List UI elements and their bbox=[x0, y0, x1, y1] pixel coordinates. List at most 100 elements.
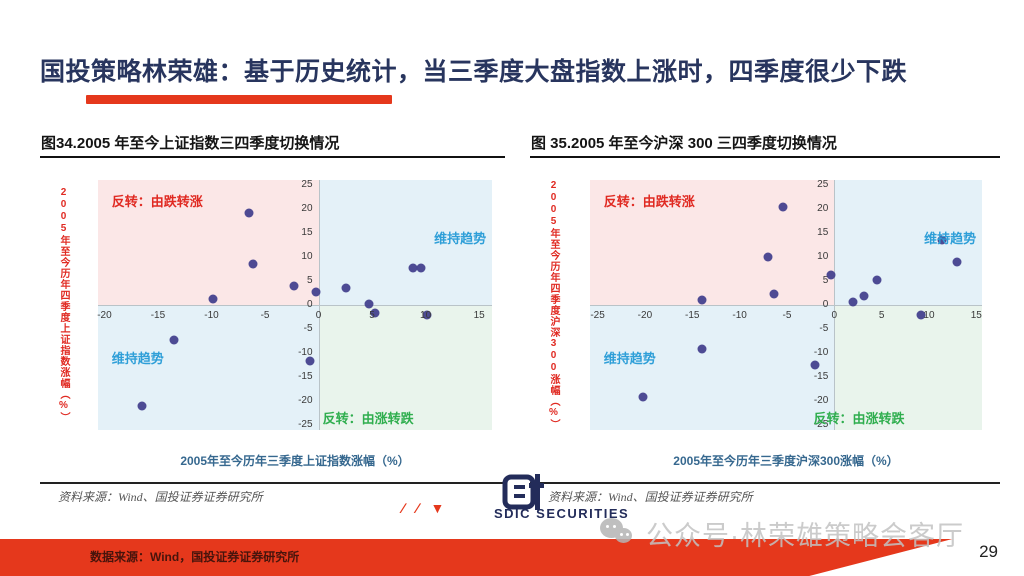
x-tick-label: -15 bbox=[150, 310, 166, 321]
y-tick-label: 25 bbox=[817, 178, 829, 190]
quadrant-top-right bbox=[834, 180, 982, 305]
y-tick-label: -10 bbox=[298, 347, 313, 359]
data-point bbox=[697, 344, 707, 354]
y-tick-label: -20 bbox=[298, 395, 313, 407]
x-tick-label: 0 bbox=[831, 310, 838, 321]
data-point bbox=[416, 263, 426, 273]
sdic-emblem-icon bbox=[502, 474, 544, 510]
data-point bbox=[208, 294, 218, 304]
logo-arrow-marks-icon: ∕ ∕ ▼ bbox=[402, 500, 449, 516]
sdic-logo: ∕ ∕ ▼ SDIC SECURITIES bbox=[402, 474, 652, 538]
quadrant-top-left bbox=[98, 180, 319, 305]
quadrant-label-maintain-down: 维持趋势 bbox=[603, 350, 656, 366]
figure-title: 图34.2005 年至今上证指数三四季度切换情况 bbox=[41, 135, 340, 152]
footer-banner: 数据来源：Wind，国投证券证券研究所 bbox=[0, 539, 953, 576]
x-tick-label: -10 bbox=[204, 310, 219, 321]
footer-data-source: 数据来源：Wind，国投证券证券研究所 bbox=[90, 550, 300, 564]
figure-title: 图 35.2005 年至今沪深 300 三四季度切换情况 bbox=[531, 135, 837, 152]
x-tick-label: 10 bbox=[420, 310, 432, 321]
chart-panel-csi300: 图 35.2005 年至今沪深 300 三四季度切换情况 2005年至今历年四季… bbox=[530, 126, 1000, 516]
quadrant-label-reversal-down: 反转：由涨转跌 bbox=[322, 410, 414, 426]
data-point bbox=[341, 283, 351, 293]
watermark-text: 公众号·林荣雄策略会客厅 bbox=[646, 521, 964, 551]
y-axis-label: 2005年至今历年四季度沪深300涨幅（%） bbox=[548, 180, 559, 430]
y-tick-label: -25 bbox=[298, 419, 313, 431]
y-axis-label: 2005年至今历年四季度上证指数涨幅（%） bbox=[58, 187, 69, 423]
y-tick-label: 5 bbox=[306, 274, 313, 286]
x-tick-label: -5 bbox=[260, 310, 270, 321]
quadrant-label-maintain-down: 维持趋势 bbox=[111, 350, 164, 366]
data-point bbox=[408, 263, 418, 272]
y-tick-label: 20 bbox=[301, 202, 313, 214]
x-tick-label: 5 bbox=[369, 310, 375, 321]
quadrant-top-left bbox=[590, 180, 835, 305]
page-title: 国投策略林荣雄：基于历史统计，当三季度大盘指数上涨时，四季度很少下跌 bbox=[40, 58, 908, 86]
x-tick-label: 15 bbox=[970, 310, 982, 321]
source-rule bbox=[530, 482, 1000, 484]
y-tick-label: 20 bbox=[817, 202, 829, 214]
chart-panel-shanghai-composite: 图34.2005 年至今上证指数三四季度切换情况 2005年至今历年四季度上证指… bbox=[40, 126, 505, 516]
source-note: 资料来源：Wind、国投证券证券研究所 bbox=[58, 490, 263, 504]
x-tick-label: -20 bbox=[637, 310, 653, 321]
data-point bbox=[952, 257, 962, 267]
data-point bbox=[848, 297, 858, 307]
source-note: 资料来源：Wind、国投证券证券研究所 bbox=[548, 490, 753, 504]
page-number: 29 bbox=[979, 542, 998, 561]
quadrant-label-reversal-down: 反转：由涨转跌 bbox=[813, 410, 905, 426]
x-axis-label: 2005年至今历年三季度上证指数涨幅（%） bbox=[180, 454, 410, 468]
data-point bbox=[289, 281, 299, 291]
data-point bbox=[169, 335, 179, 345]
data-point bbox=[244, 208, 254, 218]
data-point bbox=[697, 295, 707, 305]
x-tick-label: 15 bbox=[473, 310, 485, 321]
quadrant-bottom-right bbox=[834, 305, 982, 430]
y-tick-label: 10 bbox=[301, 250, 313, 262]
quadrant-bottom-left bbox=[98, 305, 319, 430]
x-tick-label: -15 bbox=[685, 310, 700, 321]
data-point bbox=[137, 401, 147, 411]
title-accent-bar bbox=[86, 95, 392, 104]
y-tick-label: -15 bbox=[813, 371, 829, 383]
quadrant-label-maintain-up: 维持趋势 bbox=[924, 230, 977, 246]
data-point bbox=[763, 252, 773, 262]
data-point bbox=[826, 270, 835, 280]
x-axis-line bbox=[590, 305, 982, 306]
x-axis-label: 2005年至今历年三季度沪深300涨幅（%） bbox=[673, 454, 899, 468]
data-point bbox=[916, 310, 926, 320]
data-point bbox=[937, 235, 947, 245]
x-tick-label: -20 bbox=[97, 310, 112, 321]
quadrant-bottom-left bbox=[590, 305, 835, 430]
y-tick-label: 25 bbox=[301, 178, 313, 190]
data-point bbox=[769, 289, 779, 299]
y-tick-label: -10 bbox=[813, 347, 829, 359]
figure-title-rule bbox=[530, 156, 1000, 158]
data-point bbox=[638, 392, 648, 402]
data-point bbox=[810, 360, 820, 370]
y-tick-label: 15 bbox=[817, 226, 829, 238]
y-tick-label: -5 bbox=[303, 323, 313, 335]
wechat-icon bbox=[600, 517, 638, 550]
sdic-securities-wordmark: SDIC SECURITIES bbox=[494, 506, 630, 521]
wechat-watermark: 公众号·林荣雄策略会客厅 bbox=[600, 514, 964, 553]
y-tick-label: 5 bbox=[822, 274, 829, 286]
x-tick-label: 5 bbox=[878, 310, 885, 321]
scatter-plot: 反转：由跌转涨 维持趋势 维持趋势 反转：由涨转跌 -20 -15 -10 -5 0 5 1… bbox=[97, 178, 492, 431]
data-point bbox=[311, 287, 321, 297]
figure-title-rule bbox=[40, 156, 505, 158]
data-point bbox=[872, 275, 882, 285]
y-tick-label: 0 bbox=[822, 299, 829, 310]
data-point bbox=[859, 291, 869, 301]
data-point bbox=[248, 259, 258, 269]
y-tick-label: 15 bbox=[301, 226, 313, 238]
x-tick-label: 0 bbox=[315, 310, 322, 321]
data-point bbox=[422, 310, 432, 320]
data-point bbox=[305, 356, 315, 366]
y-tick-label: 10 bbox=[817, 250, 829, 262]
y-tick-label: -15 bbox=[298, 371, 313, 383]
data-point bbox=[364, 299, 374, 309]
data-point bbox=[778, 202, 788, 212]
x-tick-label: 10 bbox=[923, 310, 935, 321]
quadrant-label-reversal-up: 反转：由跌转涨 bbox=[111, 194, 203, 210]
scatter-plot: 反转：由跌转涨 维持趋势 维持趋势 反转：由涨转跌 -25 -20 -15 -10 -5… bbox=[590, 178, 982, 430]
x-tick-label: -10 bbox=[732, 310, 747, 321]
